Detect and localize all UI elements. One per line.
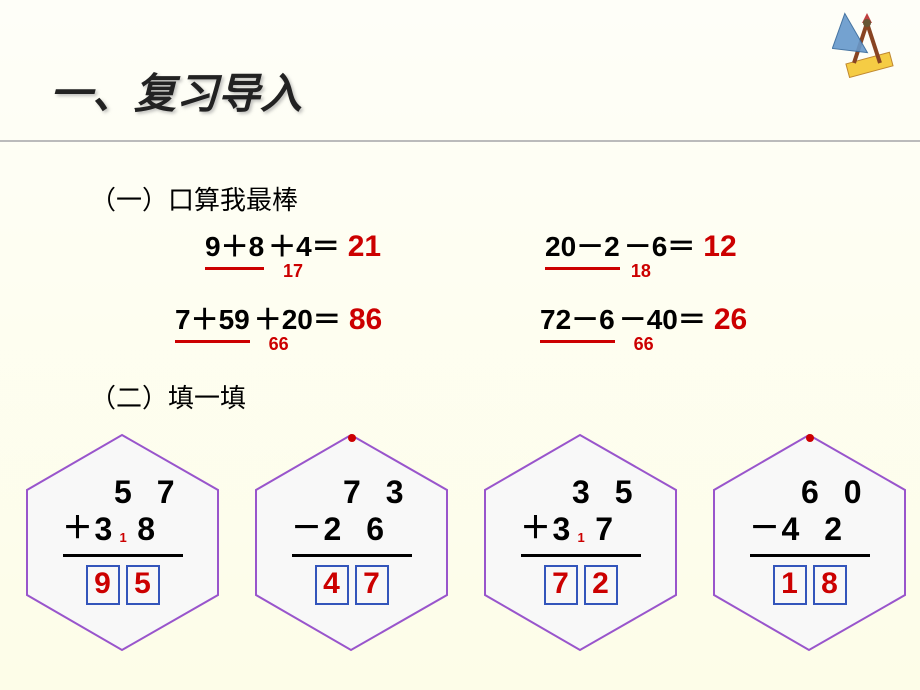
- calc-bottom: 4 2: [782, 511, 850, 547]
- equation-2: 20－2 －6＝ 12 18: [545, 225, 737, 270]
- eq-answer: 12: [703, 230, 736, 264]
- borrow-dot: [348, 434, 356, 442]
- subsection-2-label: （二）填一填: [90, 378, 246, 415]
- eq-note: 17: [283, 261, 303, 282]
- hexagon-card-4: 6 0 － 4 2 1 8: [707, 430, 912, 655]
- answer-box: 1: [773, 565, 807, 605]
- column-calc: 5 7 ＋ 3 8 1 9 5: [63, 474, 183, 605]
- compass-ruler-icon: [832, 8, 902, 78]
- calc-top: 3 5: [521, 474, 641, 511]
- calc-line: [521, 554, 641, 557]
- calc-op: －: [750, 512, 780, 547]
- equation-3: 7＋59 ＋20＝ 86 66: [175, 298, 382, 343]
- carry-mark: 1: [120, 531, 135, 546]
- eq-underlined: 9＋8: [205, 225, 264, 270]
- column-calc: 7 3 － 2 6 4 7: [292, 474, 412, 605]
- calc-line: [292, 554, 412, 557]
- eq-rest: ＋4＝: [268, 225, 340, 265]
- hexagon-row: 5 7 ＋ 3 8 1 9 5 7 3 － 2: [20, 430, 912, 655]
- eq-rest: －40＝: [619, 298, 706, 338]
- answer-box: 4: [315, 565, 349, 605]
- answer-box: 8: [813, 565, 847, 605]
- section-title: 一、复习导入: [50, 60, 302, 121]
- carry-mark: 1: [578, 531, 593, 546]
- column-calc: 3 5 ＋ 3 7 1 7 2: [521, 474, 641, 605]
- answer-box: 9: [86, 565, 120, 605]
- divider: [0, 140, 920, 142]
- eq-answer: 26: [714, 303, 747, 337]
- hexagon-card-2: 7 3 － 2 6 4 7: [249, 430, 454, 655]
- calc-op: ＋: [63, 512, 93, 547]
- eq-underlined: 20－2: [545, 225, 620, 270]
- answer-box: 2: [584, 565, 618, 605]
- calc-top: 6 0: [750, 474, 870, 511]
- calc-top: 5 7: [63, 474, 183, 511]
- eq-note: 66: [269, 334, 289, 355]
- calc-bottom: 2 6: [324, 511, 392, 547]
- equation-1: 9＋8 ＋4＝ 21 17: [205, 225, 381, 270]
- eq-note: 66: [634, 334, 654, 355]
- equation-4: 72－6 －40＝ 26 66: [540, 298, 747, 343]
- answer-box: 5: [126, 565, 160, 605]
- eq-underlined: 72－6: [540, 298, 615, 343]
- eq-answer: 21: [348, 230, 381, 264]
- calc-op: ＋: [521, 512, 551, 547]
- calc-line: [750, 554, 870, 557]
- column-calc: 6 0 － 4 2 1 8: [750, 474, 870, 605]
- answer-box: 7: [355, 565, 389, 605]
- eq-underlined: 7＋59: [175, 298, 250, 343]
- borrow-dot: [806, 434, 814, 442]
- subsection-1-label: （一）口算我最棒: [90, 180, 298, 217]
- eq-rest: －6＝: [624, 225, 696, 265]
- eq-answer: 86: [349, 303, 382, 337]
- eq-rest: ＋20＝: [254, 298, 341, 338]
- calc-top: 7 3: [292, 474, 412, 511]
- calc-op: －: [292, 512, 322, 547]
- answer-box: 7: [544, 565, 578, 605]
- hexagon-card-3: 3 5 ＋ 3 7 1 7 2: [478, 430, 683, 655]
- hexagon-card-1: 5 7 ＋ 3 8 1 9 5: [20, 430, 225, 655]
- eq-note: 18: [631, 261, 651, 282]
- calc-line: [63, 554, 183, 557]
